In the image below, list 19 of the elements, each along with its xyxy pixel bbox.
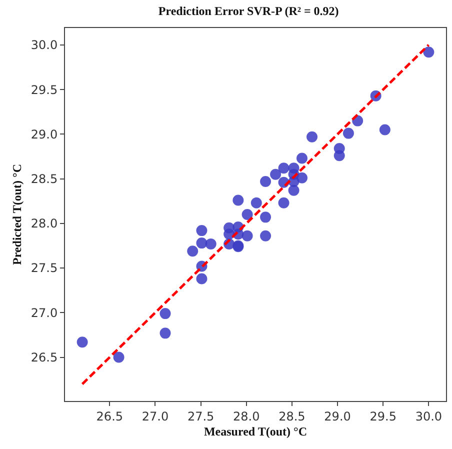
x-tick-label: 27.0 [142,409,169,424]
x-tick-label: 29.5 [370,409,396,424]
y-tick-label: 26.5 [30,350,58,364]
y-tick-label: 28.5 [30,172,58,186]
x-tick-label: 29.0 [324,409,351,424]
y-tick-label: 28.0 [30,216,58,231]
y-tick-label: 27.5 [30,261,58,276]
x-tick-label: 28.0 [233,409,260,424]
y-tick-label: 29.0 [30,127,58,142]
x-tick-label: 27.5 [187,409,214,424]
x-tick-label: 30.0 [415,409,442,424]
y-tick-label: 29.5 [30,82,58,97]
x-axis-title: Measured T(out) °C [204,424,308,438]
x-tick-label: 28.5 [278,409,306,424]
chart-title: Prediction Error SVR-P (R² = 0.92) [158,4,339,18]
x-tick-label: 26.5 [96,409,124,424]
y-tick-label: 27.0 [30,306,58,320]
y-tick-label: 30.0 [30,38,58,52]
y-axis-title: Predicted T(out) °C [10,164,24,266]
